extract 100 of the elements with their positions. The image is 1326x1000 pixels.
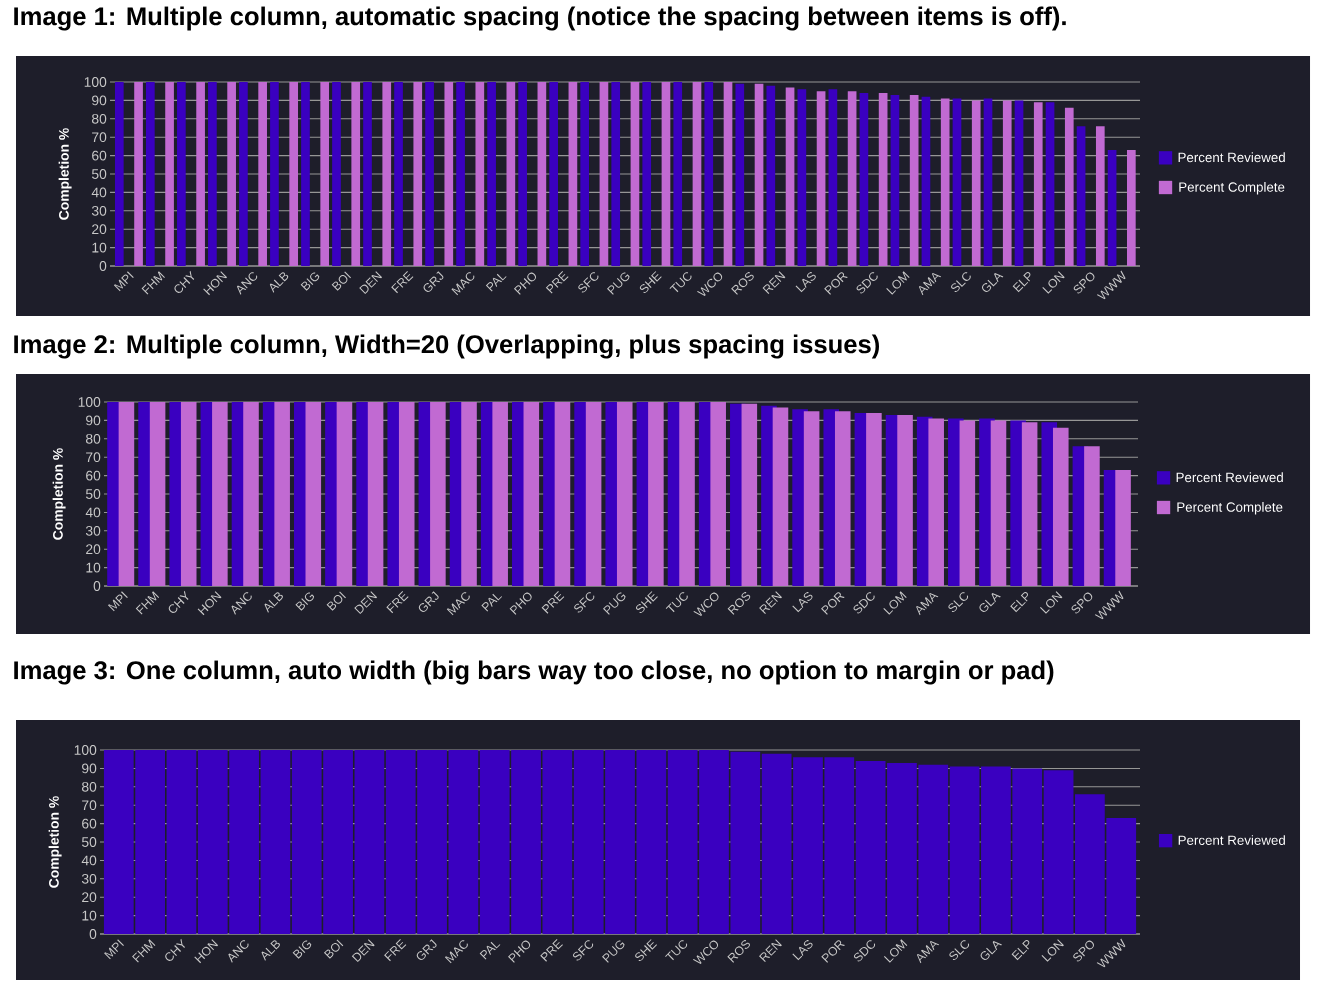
bar (243, 402, 259, 587)
bar (766, 85, 776, 266)
bar (351, 82, 361, 266)
bar (1095, 126, 1105, 266)
bar (1084, 446, 1100, 587)
bar (754, 83, 764, 266)
bar (661, 82, 671, 266)
bar (305, 402, 322, 587)
bar (1002, 100, 1012, 266)
bar (630, 82, 640, 266)
bar (537, 82, 547, 266)
bar (487, 82, 496, 266)
bar (114, 82, 124, 266)
bar (1014, 100, 1024, 266)
bar (394, 82, 403, 266)
bar (952, 98, 962, 266)
bar (212, 402, 228, 587)
bar (177, 82, 186, 266)
bar (456, 82, 465, 266)
bar (940, 98, 950, 266)
bar (227, 82, 236, 266)
bar (642, 82, 652, 266)
bar (1076, 126, 1086, 266)
bar (679, 402, 695, 587)
bar (599, 82, 609, 266)
bar (611, 82, 621, 266)
bar (146, 82, 155, 266)
bar (803, 411, 820, 587)
bar (492, 402, 508, 587)
bar (772, 407, 789, 587)
bar (444, 82, 454, 266)
bar (828, 89, 838, 266)
bar (118, 402, 135, 587)
bar (320, 82, 330, 266)
bar (332, 82, 341, 266)
bar (1033, 102, 1043, 266)
bar (196, 82, 205, 266)
bar (909, 94, 919, 266)
bar (274, 402, 290, 587)
bar (1126, 150, 1136, 266)
bar (1021, 422, 1038, 587)
bar (425, 82, 434, 266)
bar (990, 420, 1007, 587)
bar (673, 82, 683, 266)
bar (506, 82, 516, 266)
bar (413, 82, 423, 266)
bar (710, 402, 726, 587)
bar (1064, 107, 1074, 266)
bar (580, 82, 590, 266)
bar (866, 413, 882, 587)
bar (897, 414, 913, 587)
bar (785, 87, 795, 266)
bar (301, 82, 310, 266)
bar (336, 402, 353, 587)
bar (921, 96, 931, 266)
bar (363, 82, 372, 266)
bar (398, 402, 415, 587)
bar (289, 82, 299, 266)
bar (239, 82, 248, 266)
bar (648, 402, 664, 587)
bar (1107, 150, 1117, 266)
bar (165, 82, 174, 266)
bar (928, 418, 944, 587)
bar (430, 402, 446, 587)
bar (1115, 470, 1131, 587)
bar (816, 91, 826, 266)
chart-title: Image 1: Multiple column, automatic spacing (notice the spacing between items is off). (14, 6, 1066, 31)
bar (741, 403, 758, 587)
bar (149, 402, 166, 587)
bar (1052, 427, 1069, 587)
bar (585, 402, 602, 587)
bar (971, 100, 981, 266)
bar (959, 420, 976, 587)
bar (382, 82, 392, 266)
bar (523, 402, 540, 587)
bar (134, 82, 143, 266)
bar (983, 98, 993, 266)
bar (859, 93, 869, 266)
bar (208, 82, 217, 266)
bar (518, 82, 527, 266)
bar (692, 82, 702, 266)
bar (878, 93, 888, 266)
bar (568, 82, 578, 266)
bar (723, 82, 733, 266)
bar (367, 402, 384, 587)
bar (258, 82, 267, 266)
bar (1045, 102, 1055, 266)
bar (847, 91, 857, 266)
bar (616, 402, 633, 587)
bar (834, 411, 851, 587)
bar (554, 402, 571, 587)
chart-title: Image 3: One column, auto width (big bars way too close, no option to margin or pad) (14, 660, 1054, 685)
bar (735, 83, 745, 266)
bar (704, 82, 714, 266)
bar (180, 402, 197, 587)
bar (890, 94, 900, 266)
bar (549, 82, 558, 266)
bar (270, 82, 279, 266)
chart-title: Image 2: Multiple column, Width=20 (Overlapping, plus spacing issues) (14, 334, 880, 359)
bar (475, 82, 485, 266)
